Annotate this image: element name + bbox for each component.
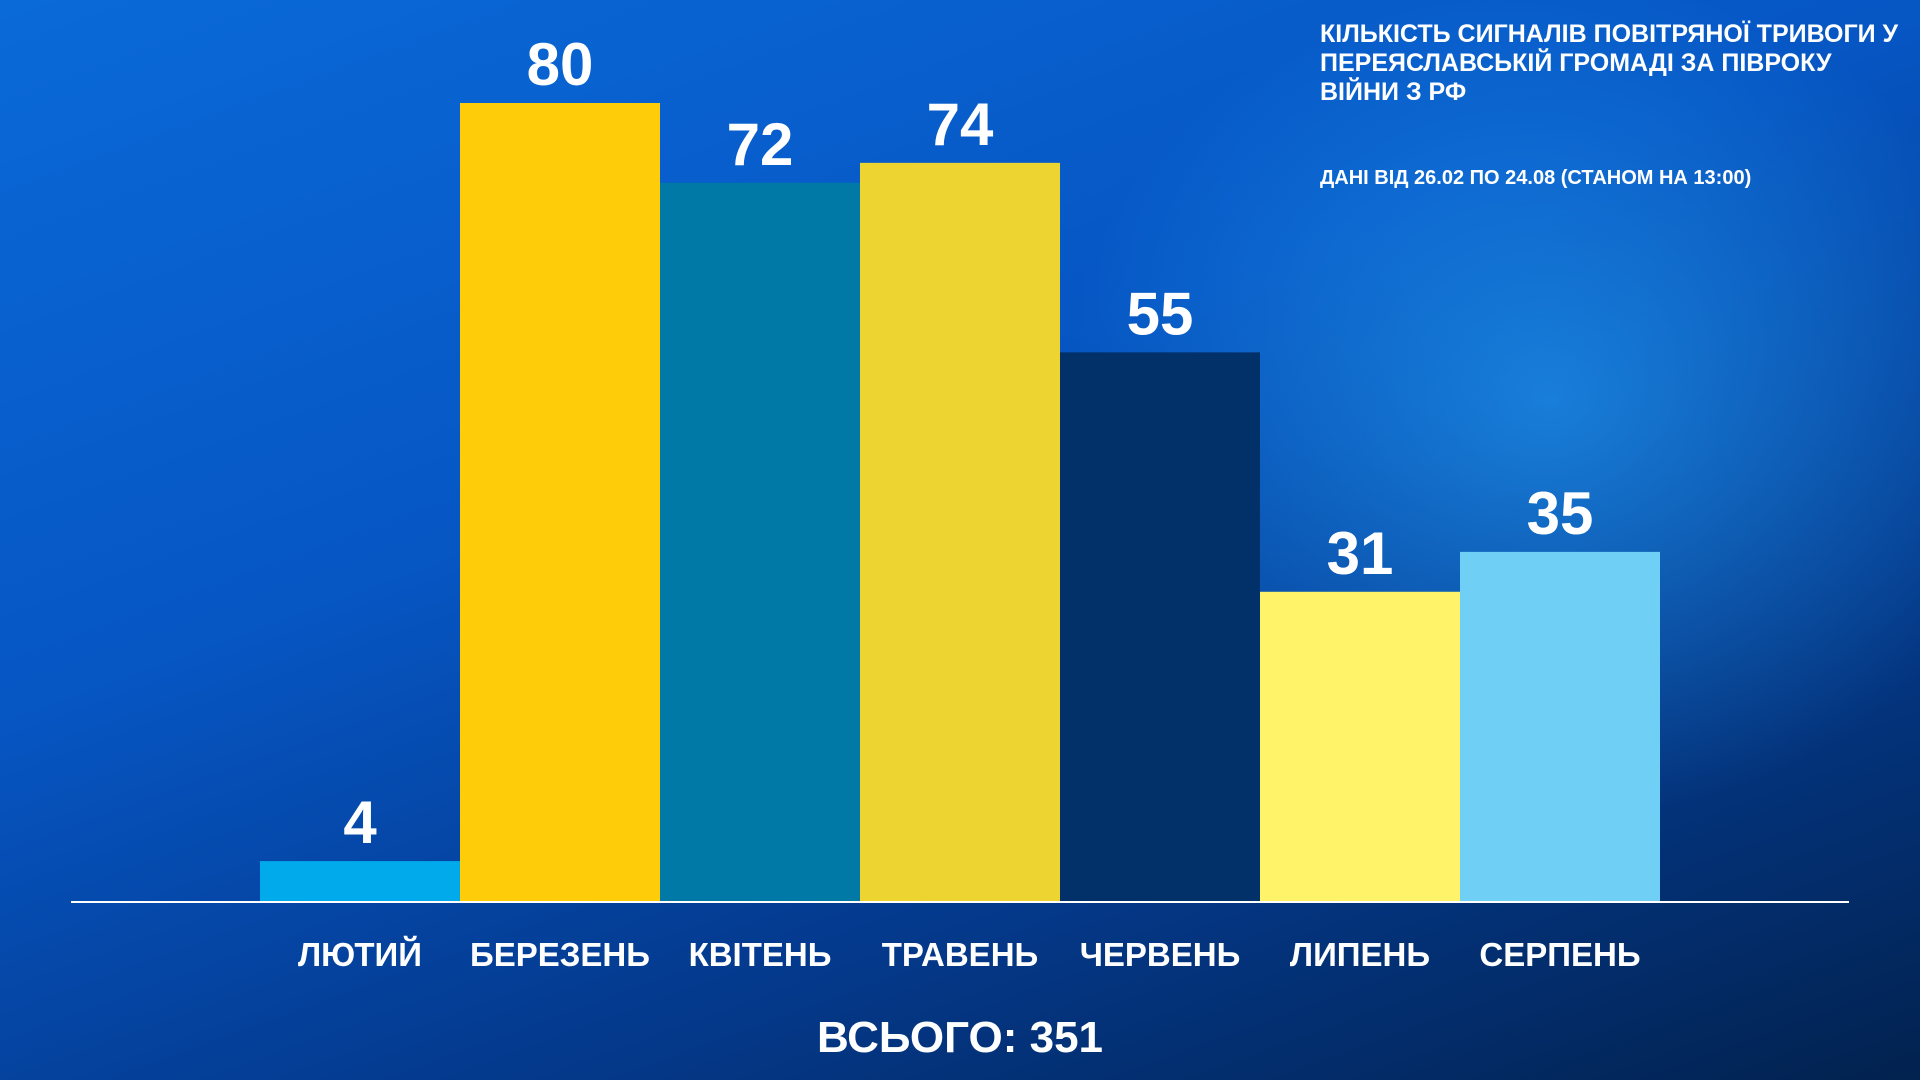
chart-title: КІЛЬКІСТЬ СИГНАЛІВ ПОВІТРЯНОЇ ТРИВОГИ У … [1320,20,1899,106]
value-label: 72 [727,111,794,178]
chart-subtitle: ДАНІ ВІД 26.02 ПО 24.08 (СТАНОМ НА 13:00… [1320,167,1752,189]
value-label: 35 [1527,480,1594,547]
x-tick-label: ЛИПЕНЬ [1290,936,1430,973]
total-label: ВСЬОГО: 351 [817,1013,1103,1062]
bar [860,162,1060,902]
x-tick-label: СЕРПЕНЬ [1479,936,1640,973]
value-label: 80 [527,31,594,98]
x-tick-label: ЧЕРВЕНЬ [1080,936,1241,973]
x-tick-label: БЕРЕЗЕНЬ [470,936,650,973]
x-tick-label: ЛЮТИЙ [298,935,422,973]
bar [260,861,460,901]
value-label: 4 [343,789,377,856]
value-label: 74 [927,91,994,158]
value-label: 31 [1327,520,1394,587]
bar [460,103,660,901]
value-label: 55 [1127,280,1194,347]
x-tick-label: ТРАВЕНЬ [882,936,1039,973]
bar [1260,591,1460,901]
bar [660,182,860,902]
bar [1460,551,1660,901]
x-tick-label: КВІТЕНЬ [689,936,832,973]
bar [1060,352,1260,901]
